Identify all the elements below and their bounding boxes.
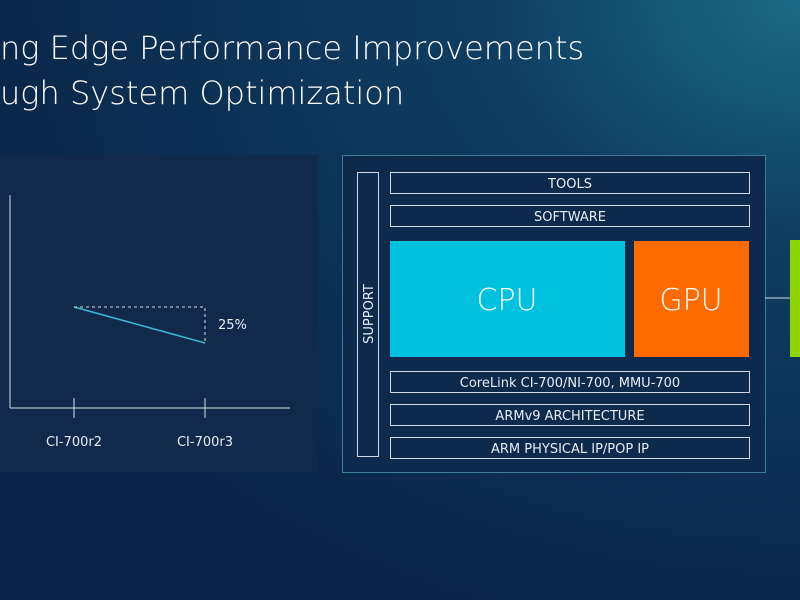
external-block [790, 240, 800, 357]
gpu-block [634, 241, 749, 357]
title-line: ugh System Optimization [0, 74, 404, 112]
cpu-block [390, 241, 625, 357]
layer-box [390, 205, 750, 227]
layer-box [390, 404, 750, 426]
layer-label: ARMv9 ARCHITECTURE [495, 409, 644, 424]
title-line: ng Edge Performance Improvements [0, 29, 584, 67]
diagram: SUPPORT TOOLS SOFTWARE CPU GPU CoreLink … [342, 155, 800, 473]
support-box [357, 172, 379, 457]
layer-box [390, 371, 750, 393]
support-label: SUPPORT [362, 284, 377, 344]
trend-line [73, 306, 206, 344]
layer-label: SOFTWARE [534, 210, 606, 225]
layer-label: ARM PHYSICAL IP/POP IP [491, 442, 649, 457]
panel-bg [0, 155, 318, 472]
layer-box [390, 437, 750, 459]
cpu-label: CPU [477, 283, 538, 318]
layer-label: TOOLS [547, 177, 592, 192]
gpu-label: GPU [659, 283, 722, 318]
layer-box [390, 172, 750, 194]
layer-label: CoreLink CI-700/NI-700, MMU-700 [460, 376, 680, 391]
chart-panel: CI-700r2 CI-700r3 25% [0, 155, 318, 472]
category-label: CI-700r2 [46, 435, 102, 450]
delta-bracket [74, 306, 206, 343]
category-label: CI-700r3 [177, 435, 233, 450]
annotation: 25% [218, 318, 247, 333]
